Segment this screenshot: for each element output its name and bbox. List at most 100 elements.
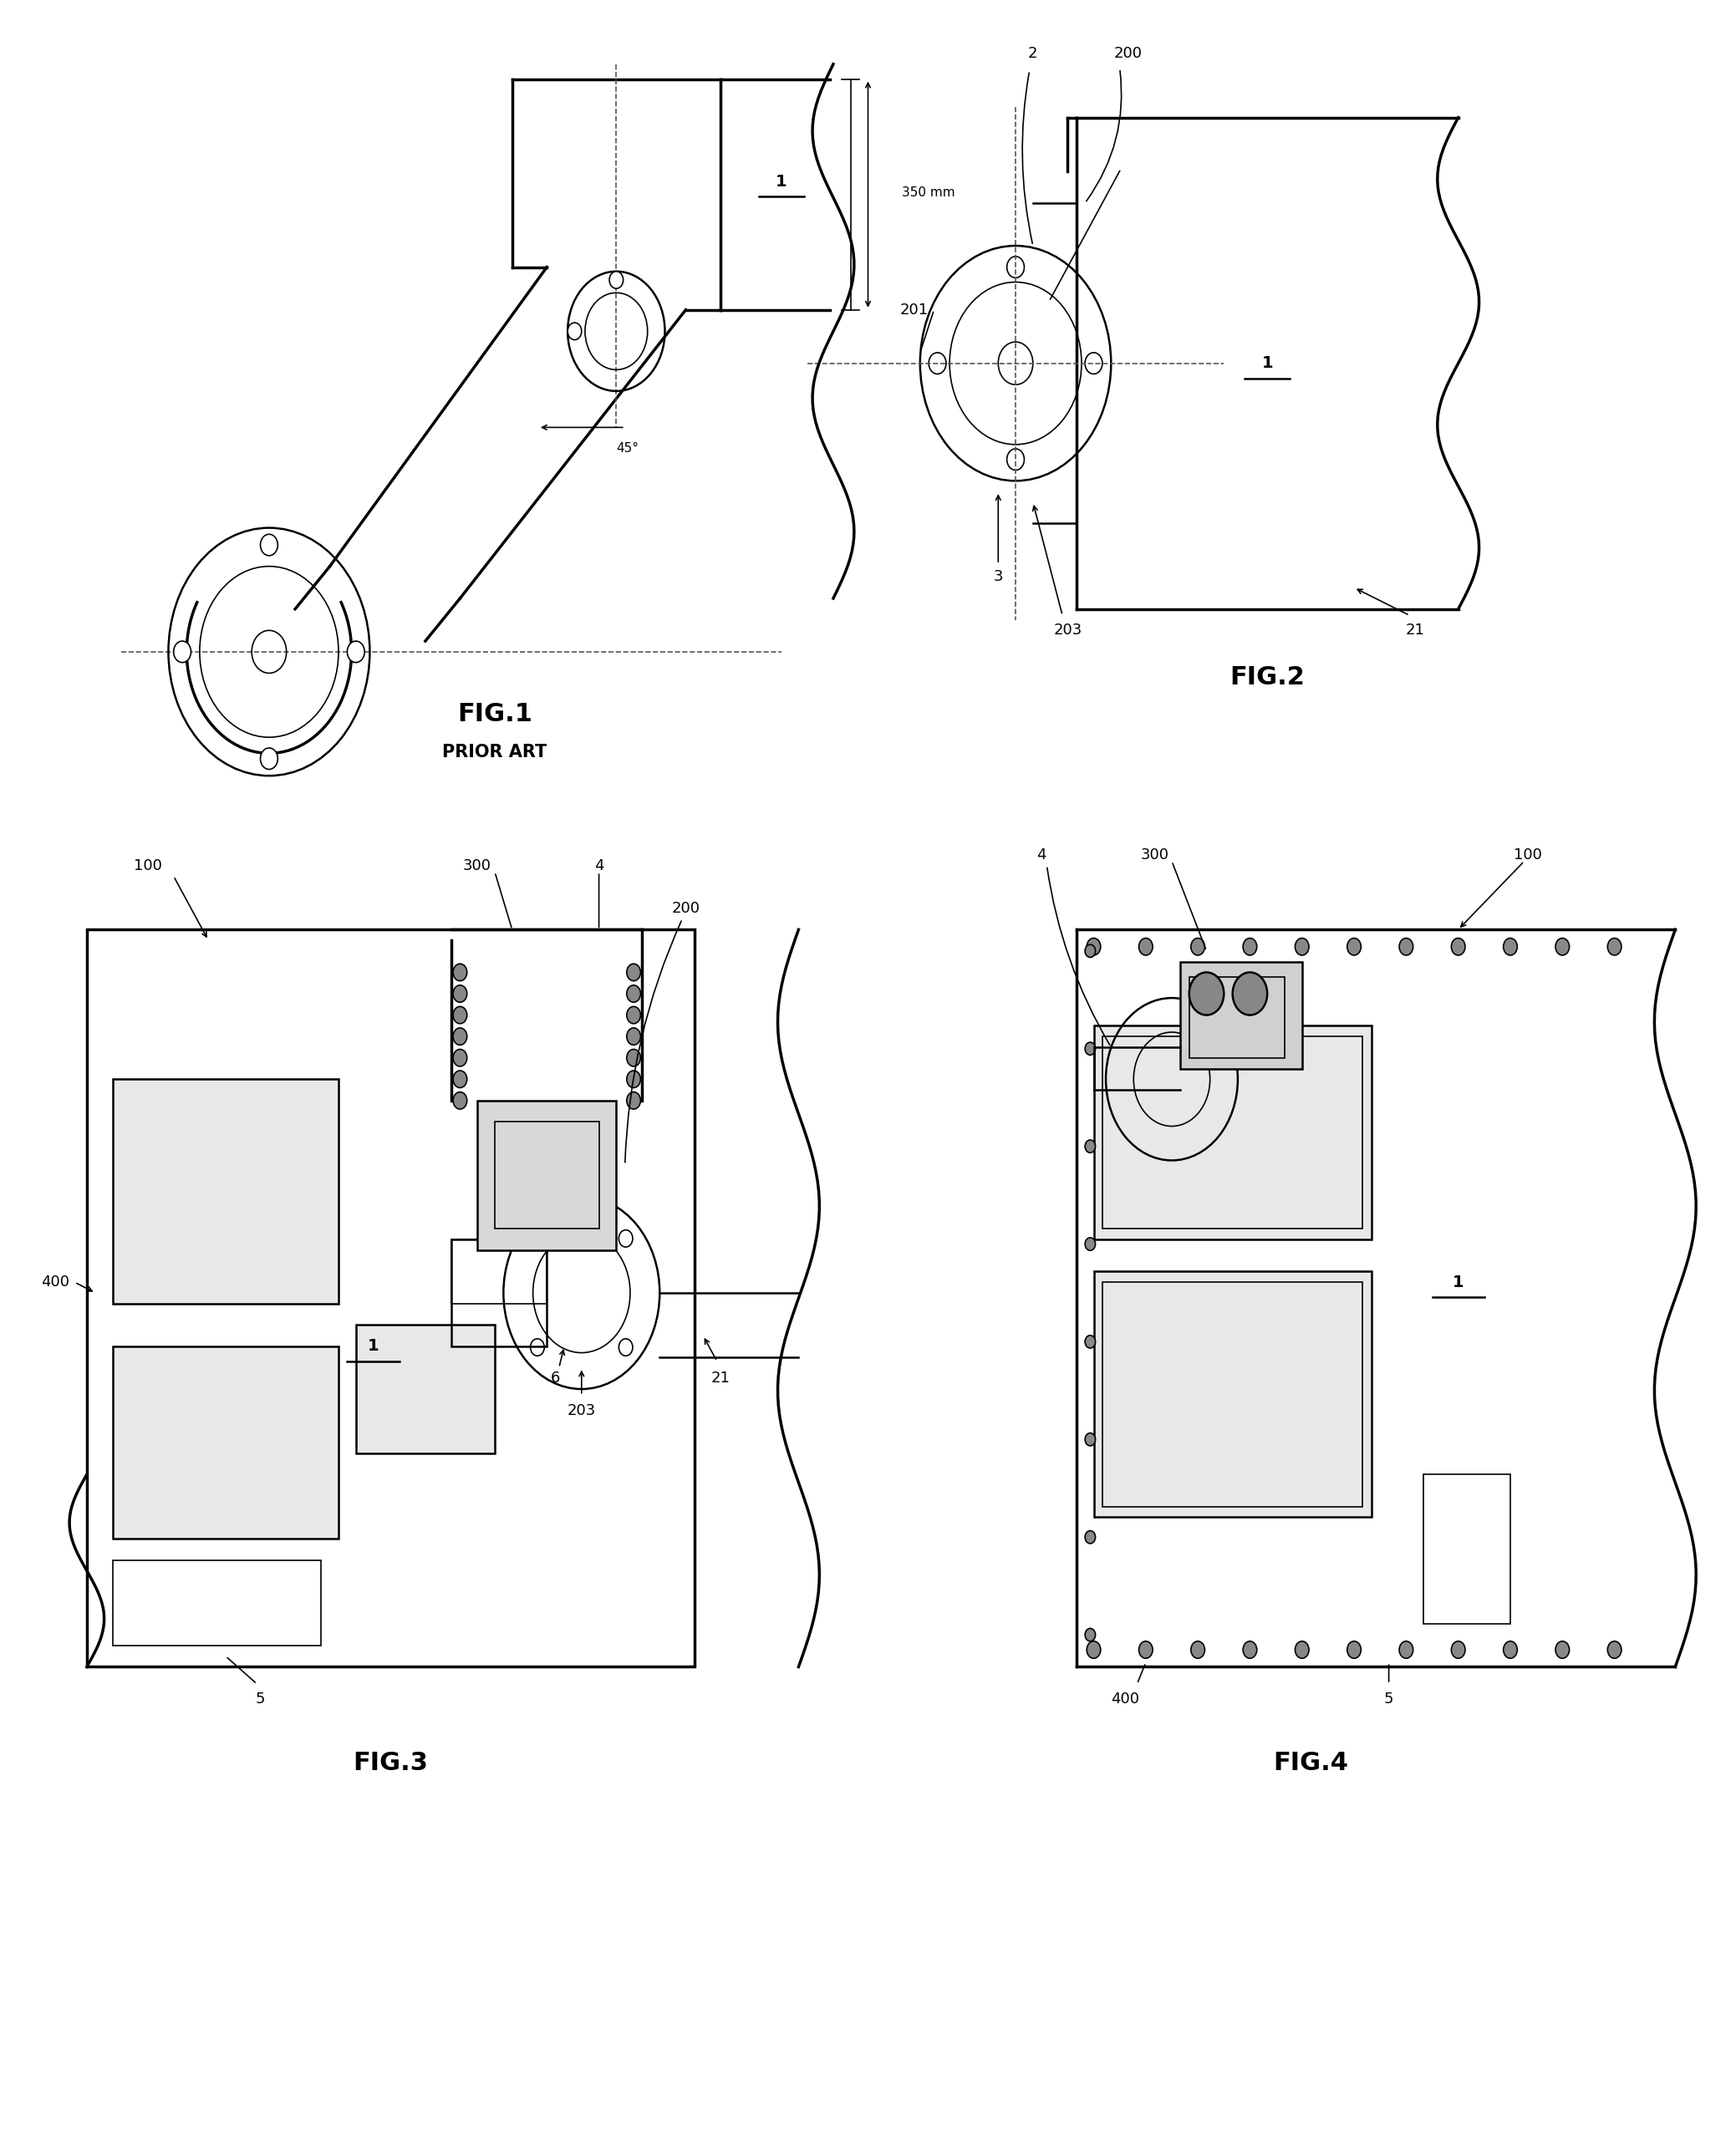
Circle shape: [1139, 938, 1153, 955]
Text: 2: 2: [1028, 45, 1038, 62]
Circle shape: [1085, 1336, 1095, 1348]
Bar: [1424, 1475, 1510, 1624]
Text: 300: 300: [1141, 846, 1168, 863]
Text: 300: 300: [464, 857, 491, 874]
Text: 6: 6: [550, 1370, 561, 1387]
Text: 400: 400: [42, 1274, 69, 1291]
Circle shape: [1085, 1628, 1095, 1641]
Text: 4: 4: [1036, 846, 1047, 863]
Circle shape: [1347, 938, 1361, 955]
Circle shape: [453, 964, 467, 981]
Circle shape: [1503, 938, 1517, 955]
Text: 203: 203: [1054, 622, 1082, 639]
Text: 203: 203: [568, 1402, 595, 1419]
Circle shape: [1295, 938, 1309, 955]
Circle shape: [1189, 972, 1224, 1015]
Circle shape: [627, 1092, 641, 1109]
Circle shape: [453, 1092, 467, 1109]
Circle shape: [1191, 1641, 1205, 1658]
Text: 1: 1: [368, 1338, 378, 1355]
Text: 350 mm: 350 mm: [903, 186, 955, 199]
Bar: [477, 1101, 616, 1250]
Circle shape: [1555, 1641, 1569, 1658]
Bar: [1102, 1282, 1363, 1507]
Circle shape: [627, 1071, 641, 1088]
Circle shape: [260, 748, 278, 769]
Circle shape: [627, 985, 641, 1002]
Circle shape: [453, 985, 467, 1002]
Circle shape: [609, 271, 623, 288]
Circle shape: [1295, 1641, 1309, 1658]
Circle shape: [1087, 1641, 1101, 1658]
Circle shape: [1399, 1641, 1413, 1658]
Circle shape: [1399, 938, 1413, 955]
Circle shape: [1451, 938, 1465, 955]
Circle shape: [1085, 1434, 1095, 1447]
Circle shape: [1085, 1530, 1095, 1543]
Circle shape: [1007, 256, 1024, 278]
Text: 100: 100: [1514, 846, 1542, 863]
Bar: [451, 1239, 547, 1346]
Text: FIG.1: FIG.1: [457, 701, 533, 727]
Circle shape: [1555, 938, 1569, 955]
Text: 200: 200: [672, 900, 700, 917]
Circle shape: [260, 534, 278, 556]
Text: 3: 3: [993, 568, 1003, 586]
Circle shape: [627, 1028, 641, 1045]
Circle shape: [627, 964, 641, 981]
Bar: [356, 1325, 495, 1453]
Circle shape: [929, 353, 946, 374]
Text: 21: 21: [710, 1370, 731, 1387]
Circle shape: [1087, 938, 1101, 955]
Circle shape: [1007, 449, 1024, 470]
Text: FIG.4: FIG.4: [1272, 1750, 1349, 1776]
Circle shape: [1085, 1043, 1095, 1056]
Text: 400: 400: [1111, 1690, 1139, 1707]
Text: 201: 201: [901, 301, 929, 318]
Bar: [1180, 962, 1302, 1068]
Circle shape: [347, 641, 365, 662]
Circle shape: [1233, 972, 1267, 1015]
Text: 21: 21: [1404, 622, 1425, 639]
Text: FIG.3: FIG.3: [352, 1750, 429, 1776]
Circle shape: [174, 641, 191, 662]
Text: 100: 100: [134, 857, 161, 874]
Circle shape: [531, 1231, 545, 1248]
Circle shape: [453, 1071, 467, 1088]
Circle shape: [1243, 1641, 1257, 1658]
Circle shape: [618, 1338, 632, 1355]
Bar: [113, 1560, 321, 1645]
Text: PRIOR ART: PRIOR ART: [443, 744, 547, 761]
Text: 4: 4: [594, 857, 604, 874]
Text: 1: 1: [1453, 1274, 1463, 1291]
Text: 5: 5: [1384, 1690, 1394, 1707]
Circle shape: [1347, 1641, 1361, 1658]
Circle shape: [453, 1049, 467, 1066]
Bar: [1094, 1272, 1371, 1517]
Bar: [495, 1122, 599, 1229]
Circle shape: [1085, 1139, 1095, 1152]
Circle shape: [627, 1007, 641, 1024]
Circle shape: [1085, 945, 1095, 957]
Circle shape: [1139, 1641, 1153, 1658]
Text: FIG.2: FIG.2: [1229, 665, 1305, 690]
Circle shape: [1503, 1641, 1517, 1658]
Bar: [1102, 1036, 1363, 1229]
Bar: [87, 930, 694, 1667]
Text: 1: 1: [776, 173, 786, 190]
Circle shape: [1191, 938, 1205, 955]
Bar: [113, 1346, 339, 1539]
Circle shape: [453, 1007, 467, 1024]
Circle shape: [618, 1231, 632, 1248]
Text: 45°: 45°: [616, 442, 639, 455]
Circle shape: [1608, 938, 1621, 955]
Circle shape: [453, 1028, 467, 1045]
Circle shape: [1085, 353, 1102, 374]
Circle shape: [1243, 938, 1257, 955]
Circle shape: [1451, 1641, 1465, 1658]
Text: 5: 5: [255, 1690, 266, 1707]
Text: 1: 1: [1262, 355, 1272, 372]
Circle shape: [568, 323, 582, 340]
Bar: [1189, 977, 1285, 1058]
Circle shape: [627, 1049, 641, 1066]
